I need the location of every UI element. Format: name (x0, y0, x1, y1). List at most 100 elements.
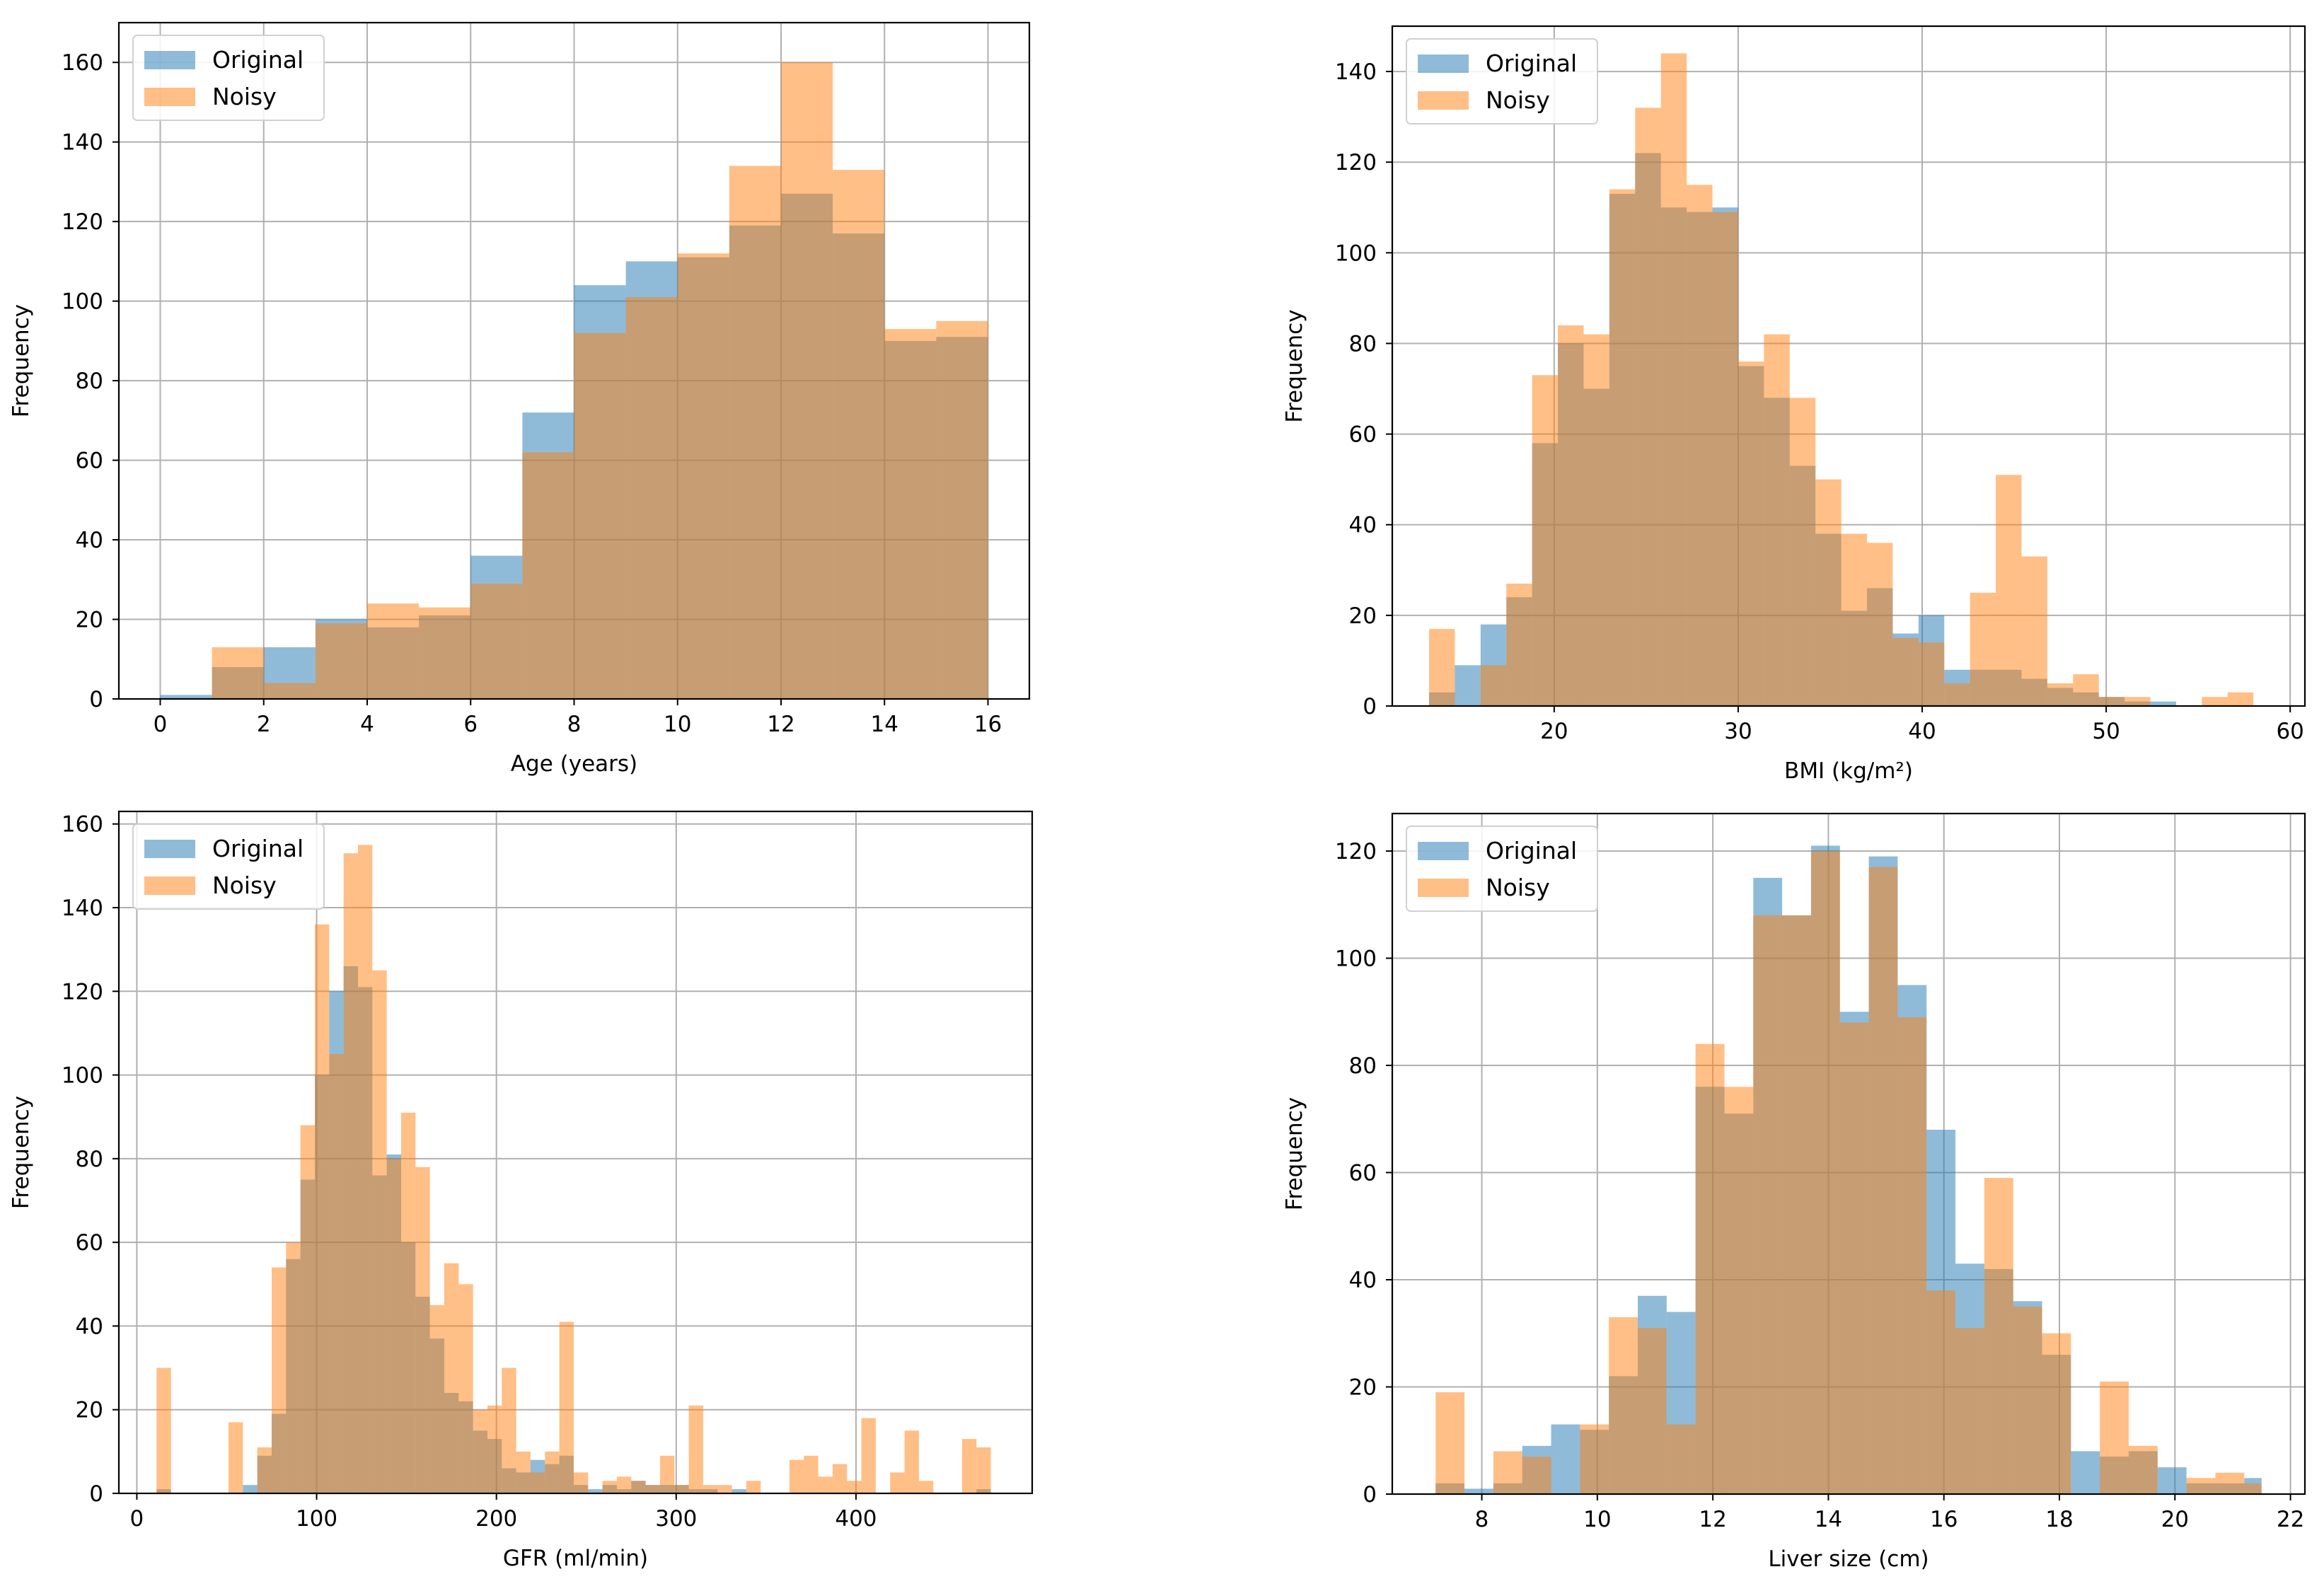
bar-noisy (257, 1447, 272, 1493)
bar-noisy (559, 1321, 574, 1493)
bar-noisy (2013, 1306, 2042, 1494)
legend-label-noisy: Noisy (212, 83, 277, 110)
x-tick-label: 0 (154, 712, 168, 737)
x-tick-label: 10 (1583, 1507, 1611, 1532)
y-tick-label: 160 (62, 812, 103, 838)
y-tick-label: 80 (76, 1147, 103, 1172)
bar-noisy (1522, 1456, 1551, 1494)
bar-noisy (904, 1430, 919, 1493)
x-axis: 20 30 40 50 60 BMI (kg/m²) (1540, 706, 2304, 784)
x-tick-label: 8 (567, 712, 582, 737)
bar-noisy (1944, 683, 1970, 706)
bar-noisy (329, 1054, 344, 1493)
legend-label-noisy: Noisy (1486, 86, 1550, 114)
x-tick-label: 10 (664, 712, 691, 737)
x-tick-label: 16 (1930, 1507, 1958, 1532)
bar-noisy (602, 1481, 617, 1493)
bar-noisy (522, 452, 574, 699)
bar-noisy (2124, 697, 2151, 706)
y-axis-label: Frequency (8, 1096, 34, 1209)
y-axis-label: Frequency (8, 304, 34, 417)
x-tick-label: 20 (2161, 1507, 2189, 1532)
bar-noisy (789, 1459, 804, 1493)
x-tick-label: 22 (2277, 1507, 2304, 1532)
x-axis: 0 100 200 300 400 GFR (ml/min) (130, 1493, 877, 1571)
series-noisy (1435, 851, 2262, 1494)
y-tick-label: 0 (1363, 694, 1377, 719)
bar-noisy (315, 623, 367, 699)
y-axis: 0 20 40 60 80 100 120 140 Frequency (1282, 59, 1392, 719)
y-tick-label: 80 (76, 369, 103, 394)
y-tick-label: 0 (1363, 1482, 1377, 1508)
bar-noisy (688, 1405, 703, 1493)
bar-original (588, 1489, 603, 1493)
bar-noisy (1724, 1087, 1754, 1494)
bar-noisy (1868, 867, 1898, 1494)
x-tick-label: 12 (1699, 1507, 1726, 1532)
plot-area (119, 811, 1032, 1493)
x-tick-label: 400 (835, 1506, 877, 1532)
bar-noisy (516, 1451, 531, 1493)
x-axis: 0 2 4 6 8 10 12 14 16 Age (years) (154, 699, 1002, 777)
bar-noisy (625, 297, 678, 699)
bar-noisy (961, 1439, 977, 1493)
bar-noisy (1970, 592, 1996, 706)
legend-swatch-original (1418, 54, 1469, 73)
bar-noisy (1810, 851, 1840, 1494)
bar-noisy (1984, 1178, 2013, 1494)
legend-label-original: Original (212, 46, 303, 74)
bar-noisy (1789, 398, 1816, 706)
legend: Original Noisy (132, 35, 325, 121)
bar-noisy (674, 1485, 689, 1493)
bar-noisy (229, 1422, 243, 1493)
x-tick-label: 0 (130, 1506, 144, 1532)
axes-frame (117, 810, 1034, 1495)
x-axis-label: GFR (ml/min) (503, 1546, 648, 1571)
bar-noisy (429, 1304, 444, 1493)
bar-noisy (573, 1472, 589, 1493)
x-tick-label: 14 (871, 712, 898, 737)
histogram-panel-3: 0 100 200 300 400 GFR (ml/min) 0 20 40 60 80 100 120… (8, 810, 1034, 1571)
x-tick-label: 30 (1724, 719, 1752, 744)
y-tick-label: 60 (1349, 422, 1377, 448)
bar-noisy (936, 320, 988, 699)
bar-noisy (1532, 375, 1559, 706)
y-axis-label: Frequency (1282, 309, 1307, 422)
legend-swatch-noisy (144, 877, 195, 895)
y-tick-label: 60 (76, 449, 103, 474)
bar-noisy (2073, 674, 2099, 706)
y-tick-label: 20 (76, 1398, 103, 1423)
bar-noisy (1753, 915, 1783, 1494)
y-tick-label: 100 (1335, 947, 1377, 972)
bar-noisy (847, 1481, 862, 1493)
bar-noisy (530, 1472, 545, 1493)
bar-noisy (300, 1125, 316, 1493)
y-axis: 0 20 40 60 80 100 120 140 160 Frequency (8, 812, 119, 1507)
y-tick-label: 120 (1335, 150, 1377, 175)
bar-noisy (616, 1476, 632, 1493)
y-tick-label: 40 (76, 1314, 103, 1339)
x-axis: 8 10 12 14 16 18 20 22 Liver size (cm) (1475, 1494, 2304, 1572)
histogram-panel-4: 8 10 12 14 16 18 20 22 Liver size (cm) 0 20 40 60 80 1… (1282, 812, 2306, 1572)
bar-noisy (1782, 915, 1811, 1494)
y-tick-label: 80 (1349, 1053, 1377, 1079)
x-tick-label: 100 (296, 1506, 337, 1532)
bar-noisy (677, 253, 729, 700)
y-axis-label: Frequency (1282, 1097, 1307, 1210)
bar-noisy (1892, 637, 1919, 706)
x-axis-label: Age (years) (511, 751, 637, 777)
bar-noisy (419, 607, 471, 699)
y-tick-label: 100 (62, 1063, 103, 1089)
y-tick-label: 40 (1349, 1268, 1377, 1293)
legend-label-noisy: Noisy (1486, 874, 1550, 901)
bar-noisy (717, 1485, 732, 1493)
x-tick-label: 4 (360, 712, 374, 737)
bar-noisy (1480, 665, 1507, 706)
bar-noisy (2202, 697, 2228, 706)
bar-noisy (156, 1367, 171, 1493)
bar-noisy (1867, 543, 1893, 706)
bar-noisy (2098, 697, 2125, 706)
y-tick-label: 140 (62, 896, 103, 921)
bar-original (2071, 1451, 2100, 1494)
